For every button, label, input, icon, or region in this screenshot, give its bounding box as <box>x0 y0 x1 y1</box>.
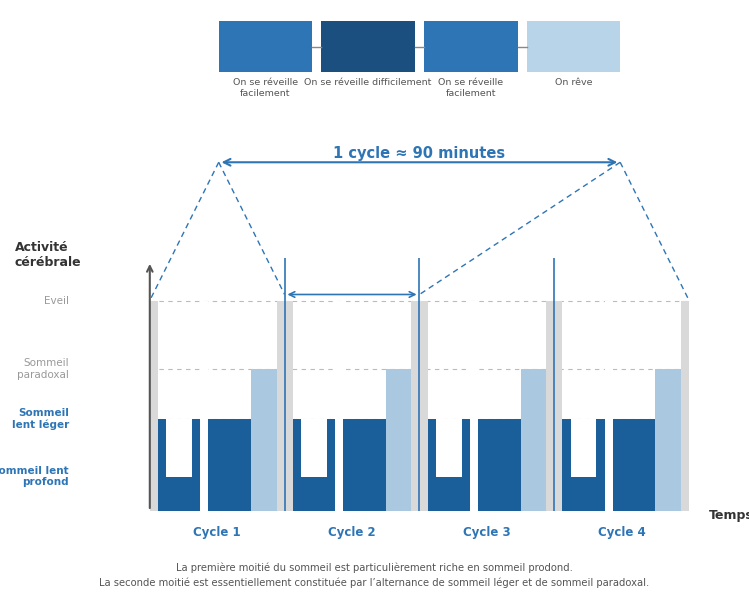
Text: On rêve: On rêve <box>554 78 592 87</box>
Text: Sommeil
paradoxal: Sommeil paradoxal <box>544 36 603 57</box>
Bar <box>562 419 605 511</box>
Bar <box>251 369 276 511</box>
Bar <box>419 300 428 511</box>
Bar <box>285 300 293 511</box>
Text: 1 cycle ≈ 90 minutes: 1 cycle ≈ 90 minutes <box>333 146 506 161</box>
Bar <box>343 419 386 511</box>
Bar <box>470 300 478 511</box>
Bar <box>150 300 158 511</box>
Bar <box>655 369 681 511</box>
Bar <box>301 419 327 477</box>
Text: Sommeil lent
profond: Sommeil lent profond <box>0 466 69 487</box>
Text: Temps: Temps <box>709 508 749 522</box>
Text: On se réveille
facilement: On se réveille facilement <box>438 78 503 97</box>
Bar <box>386 369 411 511</box>
Bar <box>276 300 285 511</box>
Bar <box>411 300 419 511</box>
Bar <box>613 419 655 511</box>
Bar <box>428 419 470 511</box>
Text: Sommeil
lent léger: Sommeil lent léger <box>237 35 294 58</box>
Bar <box>293 419 336 511</box>
Text: La seconde moitié est essentiellement constituée par l’alternance de sommeil lég: La seconde moitié est essentiellement co… <box>100 578 649 588</box>
Text: Sommeil
lent léger: Sommeil lent léger <box>442 35 500 58</box>
Text: La première moitié du sommeil est particulièrement riche en sommeil prodond.: La première moitié du sommeil est partic… <box>176 563 573 573</box>
Bar <box>201 300 208 511</box>
Text: Cycle 1: Cycle 1 <box>193 525 241 538</box>
Bar <box>166 419 192 477</box>
Text: Eveil: Eveil <box>44 296 69 305</box>
Text: Cycle 4: Cycle 4 <box>598 525 646 538</box>
Text: On se réveille
facilement: On se réveille facilement <box>233 78 298 97</box>
Text: Cycle 3: Cycle 3 <box>463 525 511 538</box>
Bar <box>554 300 562 511</box>
Bar <box>681 300 689 511</box>
Bar <box>478 419 521 511</box>
Bar <box>436 419 461 477</box>
Text: Cycle 2: Cycle 2 <box>328 525 376 538</box>
Bar <box>546 300 554 511</box>
Bar <box>605 300 613 511</box>
Bar <box>521 369 546 511</box>
Bar <box>158 419 201 511</box>
Bar <box>336 300 343 511</box>
Text: On se réveille difficilement: On se réveille difficilement <box>304 78 432 87</box>
Text: Sommeil
paradoxal: Sommeil paradoxal <box>17 358 69 380</box>
Text: Activité
cérébrale: Activité cérébrale <box>15 242 82 269</box>
Bar <box>571 419 596 477</box>
Text: Sommeil lent
profond: Sommeil lent profond <box>330 36 407 57</box>
Bar <box>208 419 251 511</box>
Text: Sommeil
lent léger: Sommeil lent léger <box>12 407 69 430</box>
